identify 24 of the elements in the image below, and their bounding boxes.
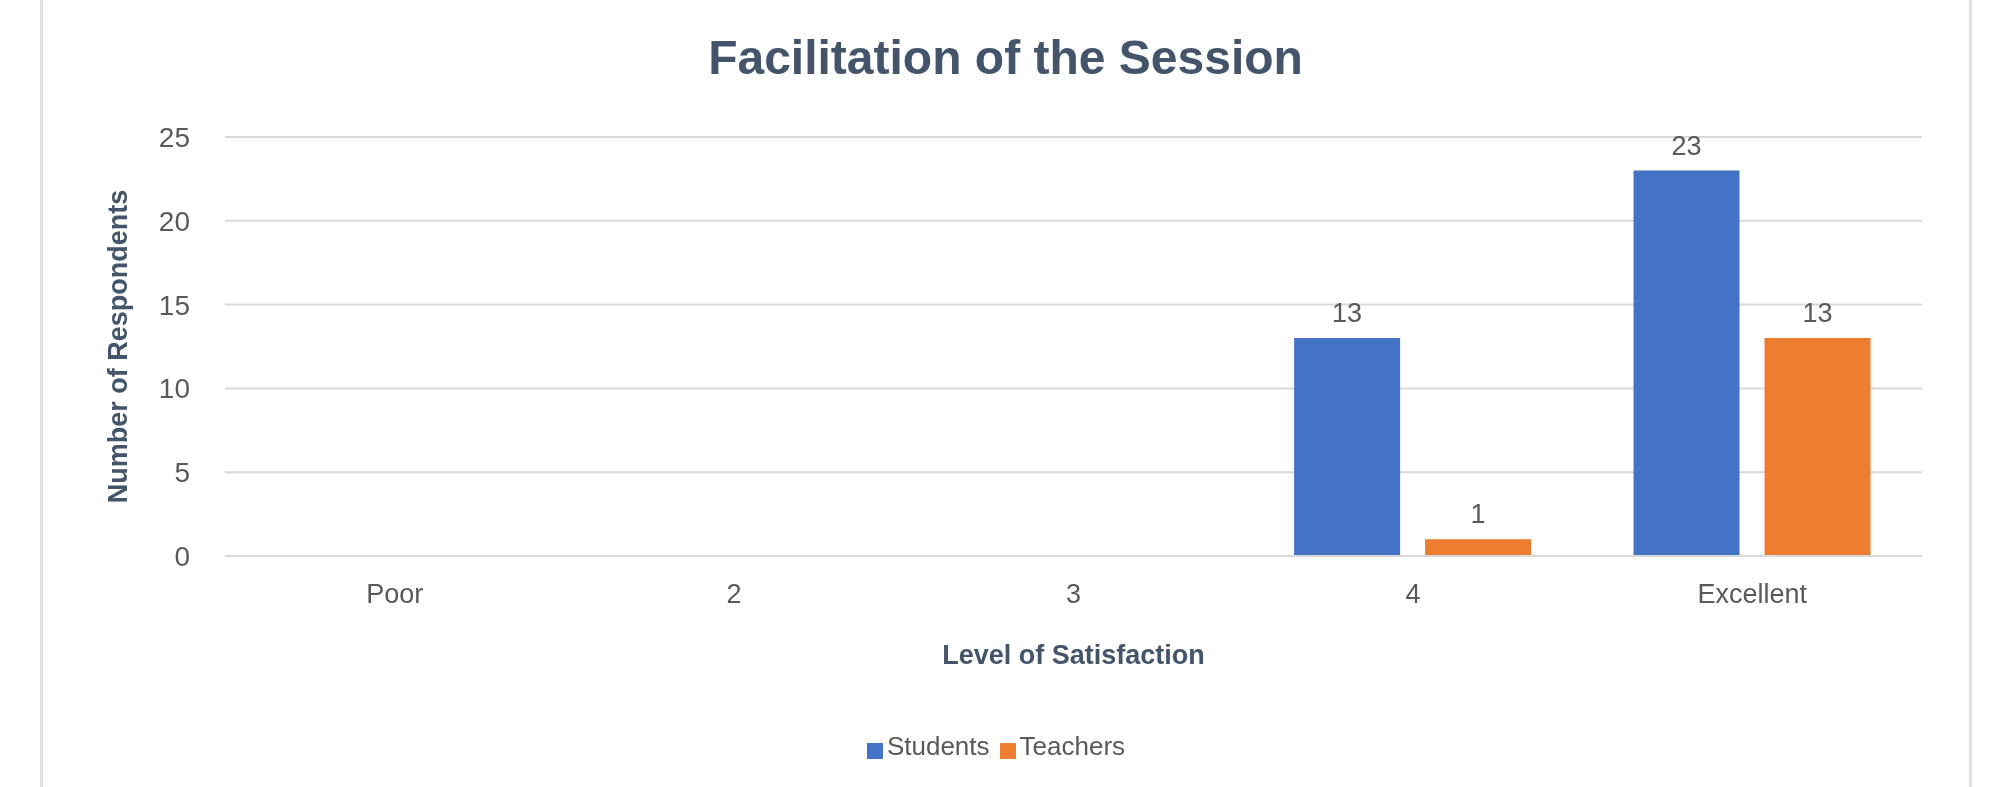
data-label: 23 bbox=[1671, 130, 1702, 161]
x-tick-label: Poor bbox=[366, 579, 424, 610]
y-tick-label: 15 bbox=[158, 289, 190, 321]
y-tick-label: 0 bbox=[174, 540, 190, 572]
y-tick-label: 20 bbox=[158, 205, 190, 237]
y-tick-label: 25 bbox=[158, 121, 190, 153]
y-axis-title: Number of Respondents bbox=[103, 189, 133, 504]
bar bbox=[1633, 170, 1740, 556]
data-label: 13 bbox=[1802, 298, 1833, 329]
x-tick-label: 3 bbox=[1065, 579, 1082, 610]
x-tick-label: Excellent bbox=[1697, 579, 1808, 610]
legend-label: Students bbox=[886, 731, 990, 761]
x-axis-title: Level of Satisfaction bbox=[942, 640, 1205, 670]
bar bbox=[1425, 539, 1532, 556]
x-tick-label: 4 bbox=[1405, 579, 1421, 610]
y-tick-label: 5 bbox=[174, 457, 190, 489]
data-label: 13 bbox=[1332, 298, 1363, 329]
y-tick-label: 10 bbox=[158, 373, 190, 405]
bar bbox=[1294, 338, 1401, 556]
data-label: 1 bbox=[1470, 499, 1486, 530]
legend-label: Teachers bbox=[1019, 731, 1126, 761]
bar bbox=[1764, 338, 1871, 556]
x-tick-label: 2 bbox=[726, 579, 742, 610]
chart-title: Facilitation of the Session bbox=[707, 30, 1304, 86]
